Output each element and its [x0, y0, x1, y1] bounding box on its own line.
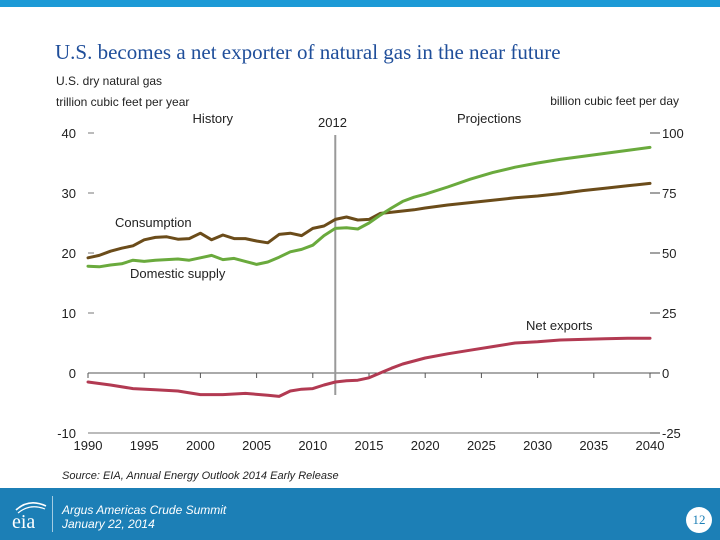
- y-tick-label: -10: [57, 426, 76, 441]
- x-tick-label: 1995: [130, 438, 159, 453]
- x-tick-label: 2030: [523, 438, 552, 453]
- series-label-net-exports: Net exports: [526, 318, 593, 333]
- y-tick-label: 0: [69, 366, 76, 381]
- y2-tick-label: 25: [662, 306, 676, 321]
- eia-logo-icon: eia: [12, 502, 47, 533]
- event-name: Argus Americas Crude Summit: [62, 503, 227, 517]
- right-axis-label: billion cubic feet per day: [550, 94, 679, 108]
- x-tick-label: 2005: [242, 438, 271, 453]
- logo-divider: [52, 496, 53, 532]
- event-date: January 22, 2014: [62, 517, 155, 531]
- series-label-consumption: Consumption: [115, 215, 192, 230]
- page-number: 12: [686, 507, 712, 533]
- x-tick-label: 2025: [467, 438, 496, 453]
- y2-tick-label: 100: [662, 126, 684, 141]
- natural-gas-chart: U.S. dry natural gas trillion cubic feet…: [56, 74, 684, 453]
- x-tick-label: 2015: [355, 438, 384, 453]
- top-accent-bar: [0, 0, 720, 7]
- y2-tick-label: 0: [662, 366, 669, 381]
- history-label: History: [193, 111, 234, 126]
- x-tick-label: 1990: [74, 438, 103, 453]
- y-tick-label: 20: [62, 246, 76, 261]
- footer-bar: [0, 488, 720, 540]
- series-line-consumption: [86, 181, 652, 260]
- y-tick-label: 40: [62, 126, 76, 141]
- divider-year-label: 2012: [318, 115, 347, 130]
- source-note: Source: EIA, Annual Energy Outlook 2014 …: [62, 470, 339, 482]
- event-info: Argus Americas Crude Summit January 22, …: [62, 503, 226, 531]
- series-line-net-exports: [86, 336, 652, 398]
- y-tick-label: 30: [62, 186, 76, 201]
- series-line-domestic-supply: [86, 145, 652, 269]
- left-axis-label-line2: trillion cubic feet per year: [56, 95, 189, 109]
- left-axis-label-line1: U.S. dry natural gas: [56, 74, 162, 88]
- y2-tick-label: -25: [662, 426, 681, 441]
- y2-tick-label: 50: [662, 246, 676, 261]
- projections-label: Projections: [457, 111, 522, 126]
- series-label-domestic-supply: Domestic supply: [130, 266, 226, 281]
- x-tick-label: 2000: [186, 438, 215, 453]
- y-tick-label: 10: [62, 306, 76, 321]
- y2-tick-label: 75: [662, 186, 676, 201]
- x-tick-label: 2020: [411, 438, 440, 453]
- slide-title: U.S. becomes a net exporter of natural g…: [55, 40, 561, 64]
- x-tick-label: 2010: [298, 438, 327, 453]
- eia-logo-text: eia: [12, 511, 35, 533]
- x-tick-label: 2040: [636, 438, 665, 453]
- x-tick-label: 2035: [579, 438, 608, 453]
